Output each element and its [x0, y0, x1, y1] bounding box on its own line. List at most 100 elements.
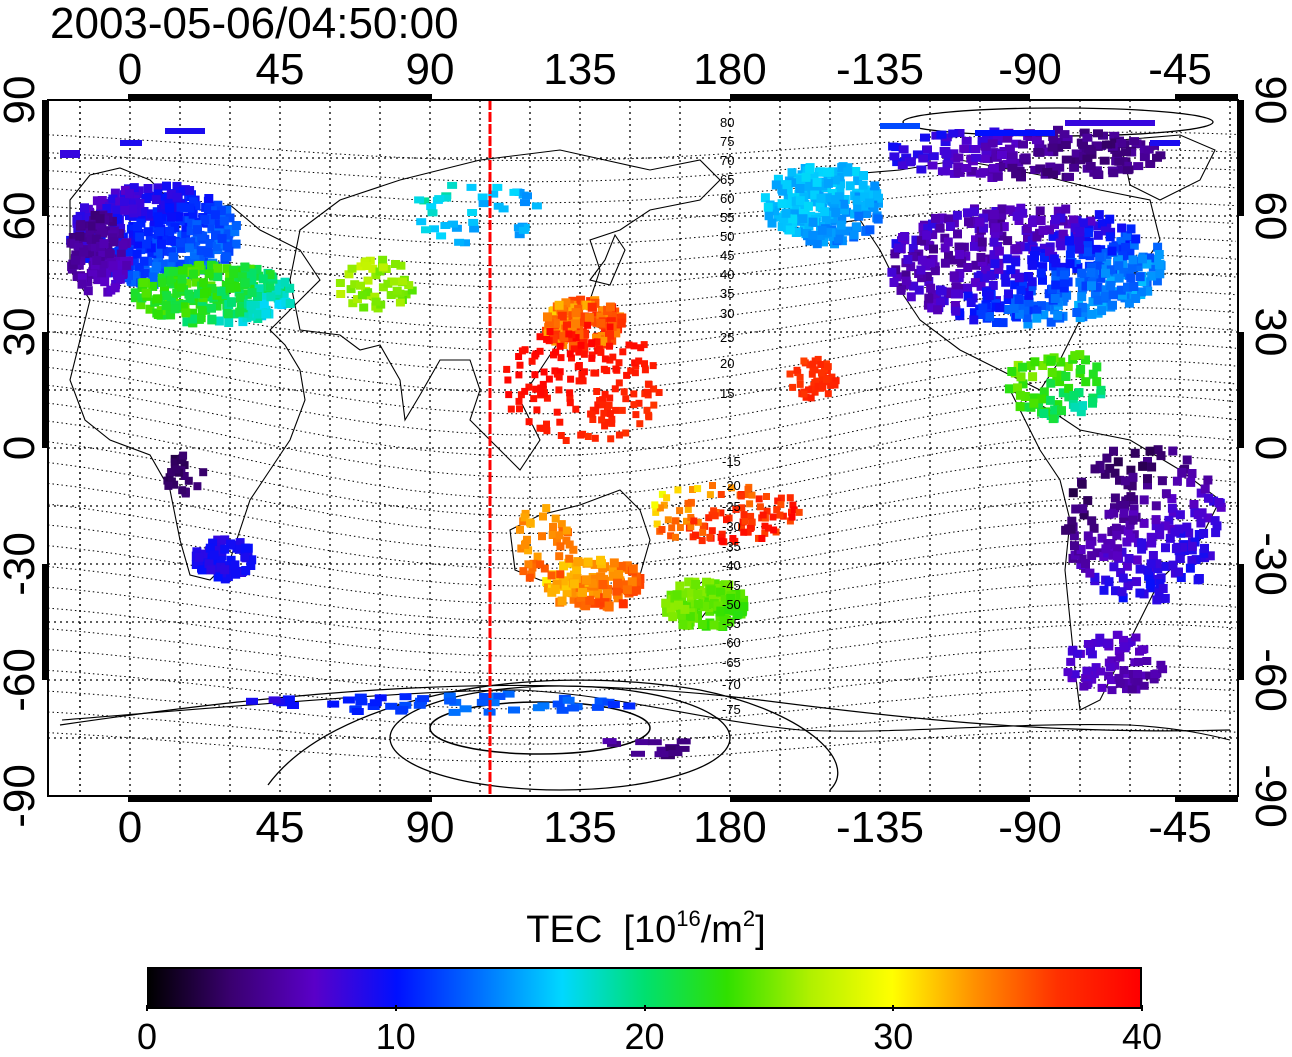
- tec-data-cell: [180, 472, 189, 480]
- tec-data-cell: [540, 368, 548, 376]
- tec-data-cell: [247, 268, 257, 278]
- tec-data-cell: [994, 246, 1004, 256]
- tec-data-cell: [710, 579, 720, 589]
- tec-data-cell: [617, 313, 627, 323]
- tec-data-cell: [1051, 280, 1061, 290]
- tec-data-cell: [978, 303, 988, 313]
- tec-data-cell: [194, 314, 204, 324]
- tec-data-cell: [164, 481, 173, 490]
- tec-data-cell: [641, 360, 648, 368]
- tec-data-cell: [146, 209, 156, 219]
- tec-data-cell: [584, 433, 592, 440]
- tec-data-cell: [917, 255, 927, 265]
- map-title: 2003-05-06/04:50:00: [50, 0, 459, 48]
- tec-data-cell: [172, 181, 182, 191]
- tec-data-cell: [588, 578, 598, 588]
- tec-data-cell: [606, 356, 614, 364]
- tec-data-cell: [220, 544, 230, 554]
- tec-data-cell: [953, 229, 962, 239]
- tec-data-cell: [836, 179, 845, 189]
- contour-label: 35: [720, 286, 734, 301]
- tec-data-cell: [1168, 508, 1178, 518]
- tec-data-cell: [175, 259, 185, 269]
- tec-data-cell: [940, 258, 950, 268]
- tec-data-cell: [748, 518, 756, 526]
- tec-data-cell: [1143, 286, 1153, 296]
- tec-data-cell: [802, 229, 812, 238]
- tec-data-cell: [1155, 530, 1165, 540]
- tec-data-cell: [941, 133, 952, 142]
- tec-data-cell: [937, 286, 947, 296]
- tec-data-cell: [690, 517, 698, 525]
- tec-data-cell: [763, 493, 770, 500]
- tec-data-cell: [761, 522, 769, 530]
- tec-data-cell: [207, 221, 217, 231]
- tec-data-cell: [1048, 133, 1059, 141]
- tec-data-cell: [677, 594, 687, 604]
- tec-data-cell: [441, 194, 451, 202]
- tec-data-cell: [865, 225, 875, 235]
- tec-data-cell: [1095, 290, 1105, 299]
- tec-data-cell: [830, 195, 840, 205]
- tec-data-cell: [949, 271, 959, 281]
- tec-data-cell: [658, 490, 666, 498]
- tec-data-cell: [1018, 278, 1028, 288]
- tec-data-cell: [1108, 290, 1118, 300]
- tec-data-cell: [995, 303, 1005, 313]
- tec-data-cell: [533, 406, 541, 414]
- tec-data-cell: [1112, 152, 1123, 161]
- tec-data-cell: [926, 258, 935, 268]
- tec-data-cell: [1193, 575, 1203, 585]
- tec-data-cell: [1002, 254, 1012, 264]
- tec-data-cell: [1078, 140, 1088, 149]
- tec-data-cell: [908, 252, 918, 262]
- tec-data-cell: [572, 566, 582, 576]
- tec-data-cell: [820, 207, 830, 217]
- tec-data-cell: [170, 458, 179, 467]
- tec-data-cell: [616, 318, 626, 328]
- tec-data-cell: [1113, 544, 1123, 554]
- contour-label: -45: [722, 578, 741, 593]
- tec-data-cell: [1182, 455, 1192, 465]
- tec-data-cell: [557, 354, 565, 362]
- tec-data-cell: [566, 389, 574, 397]
- tec-data-cell: [84, 212, 94, 222]
- tec-data-cell: [755, 495, 763, 503]
- tec-data-cell: [790, 206, 800, 216]
- tec-data-cell: [692, 531, 699, 539]
- tec-data-cell: [921, 261, 931, 271]
- tec-data-cell: [90, 242, 100, 252]
- tec-data-cell: [1161, 543, 1170, 553]
- tec-data-cell: [1076, 545, 1086, 554]
- tec-data-cell: [548, 334, 558, 344]
- tec-data-cell: [744, 485, 752, 493]
- tec-data-cell: [1160, 593, 1170, 603]
- tec-data-cell: [805, 164, 815, 174]
- tec-data-cell: [1039, 243, 1049, 253]
- tec-data-cell: [576, 592, 586, 602]
- tec-data-cell: [1056, 241, 1066, 251]
- tec-data-cell: [683, 517, 690, 525]
- tec-data-cell: [1129, 282, 1139, 291]
- tec-data-cell: [478, 200, 489, 208]
- tec-data-cell: [224, 318, 234, 327]
- tec-data-cell: [421, 226, 431, 234]
- tec-data-cell: [1124, 554, 1134, 563]
- tec-data-cell: [367, 703, 380, 710]
- tec-data-cell: [628, 564, 638, 574]
- tec-data-cell: [575, 582, 585, 592]
- contour-label: -25: [722, 499, 741, 514]
- tec-data-cell: [568, 354, 575, 362]
- tec-data-cell: [518, 226, 529, 234]
- tec-data-cell: [1138, 254, 1147, 264]
- tec-data-cell: [252, 264, 262, 274]
- tec-data-cell: [1106, 265, 1116, 275]
- tec-data-cell: [961, 136, 972, 145]
- tec-data-cell: [1045, 242, 1055, 252]
- tec-data-cell: [671, 517, 679, 525]
- lon-tick-label-top: 135: [543, 45, 616, 94]
- tec-data-cell: [738, 523, 746, 531]
- tec-data-cell: [143, 227, 153, 237]
- tec-data-cell: [607, 335, 617, 345]
- magnetic-latitude-contour: [47, 324, 1237, 394]
